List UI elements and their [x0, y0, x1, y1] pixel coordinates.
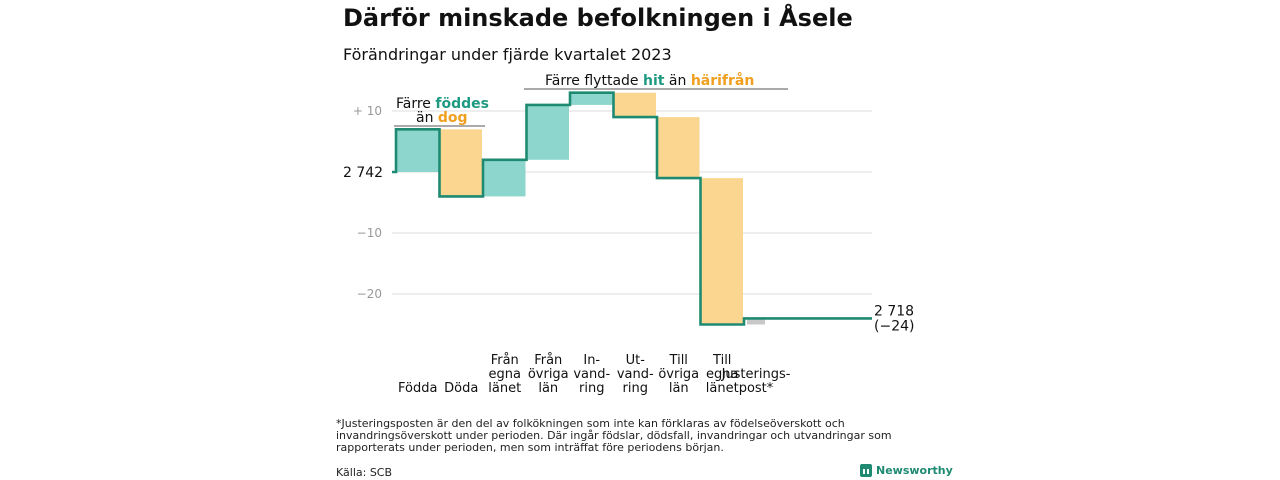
x-label-fran-egna: länet: [488, 381, 521, 396]
end-change-label: (−24): [874, 318, 914, 334]
source-label: Källa: SCB: [336, 466, 393, 479]
x-label-till-egna: egna: [706, 367, 738, 382]
x-label-justering: Justerings-: [721, 367, 791, 382]
chart-title: Därför minskade befolkningen i Åsele: [343, 4, 853, 32]
bar-fran-egna: [483, 159, 526, 197]
bar-fran-ovriga: [526, 104, 569, 160]
bar-till-ovriga: [657, 117, 700, 179]
x-label-fran-ovriga: län: [538, 381, 558, 396]
bar-justering: [747, 318, 765, 325]
x-label-fran-egna: egna: [489, 367, 521, 382]
births-annotation-line2: än dog: [416, 110, 468, 126]
x-label-fran-ovriga: övriga: [528, 367, 569, 382]
chart-subtitle: Förändringar under fjärde kvartalet 2023: [343, 45, 672, 64]
x-label-till-ovriga: Till: [669, 353, 688, 368]
migration-annotation: Färre flyttade hit än härifrån: [545, 72, 754, 89]
x-label-utvandring: vand-: [617, 367, 654, 382]
x-label-invandring: ring: [579, 381, 604, 396]
bar-fodda: [396, 129, 439, 172]
start-value-label: 2 742: [343, 165, 383, 181]
x-label-till-ovriga: län: [669, 381, 689, 396]
x-label-doda: Döda: [444, 381, 478, 396]
x-label-invandring: In-: [583, 353, 600, 368]
y-tick-label: −10: [357, 226, 382, 240]
footnote: *Justeringsposten är den del av folkökni…: [336, 417, 892, 454]
bar-doda: [439, 129, 482, 197]
bar-till-egna: [700, 178, 743, 325]
x-label-till-ovriga: övriga: [658, 367, 699, 382]
end-value-label: 2 718: [874, 303, 914, 319]
births-annotation-line1: Färre föddes: [396, 96, 489, 112]
x-label-justering: post*: [739, 381, 774, 396]
x-label-utvandring: Ut-: [626, 353, 646, 368]
x-label-fodda: Födda: [398, 381, 437, 396]
bar-invandring: [570, 92, 613, 105]
brand-logo: Newsworthy: [860, 464, 953, 477]
newsworthy-icon: [860, 464, 872, 477]
bar-utvandring: [613, 92, 656, 118]
cumulative-step-line: [392, 91, 872, 326]
x-label-till-egna: Till: [712, 353, 731, 368]
y-tick-label: −20: [357, 287, 382, 301]
brand-name: Newsworthy: [876, 464, 953, 477]
x-label-till-egna: länet: [706, 381, 739, 396]
x-label-fran-egna: Från: [491, 353, 519, 368]
x-label-fran-ovriga: Från: [534, 353, 562, 368]
x-label-utvandring: ring: [623, 381, 648, 396]
x-label-invandring: vand-: [573, 367, 610, 382]
y-tick-label: + 10: [353, 104, 382, 118]
